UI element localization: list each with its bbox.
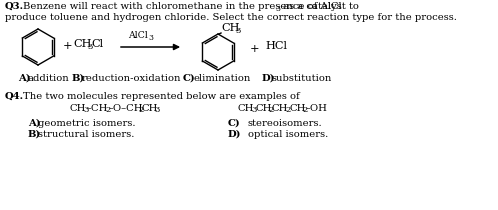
Text: CH: CH xyxy=(221,23,240,33)
Text: 3: 3 xyxy=(87,43,92,51)
Text: A): A) xyxy=(28,119,41,128)
Text: CH: CH xyxy=(255,104,271,113)
Text: HCl: HCl xyxy=(265,41,287,51)
Text: AlCl: AlCl xyxy=(128,30,148,39)
Text: D): D) xyxy=(262,74,275,83)
Text: addition: addition xyxy=(27,74,69,83)
Text: produce toluene and hydrogen chloride. Select the correct reaction type for the : produce toluene and hydrogen chloride. S… xyxy=(5,13,457,22)
Text: 3: 3 xyxy=(83,106,88,114)
Text: CH: CH xyxy=(70,104,86,113)
Text: –O–CH: –O–CH xyxy=(109,104,143,113)
Text: +: + xyxy=(63,41,73,51)
Text: A): A) xyxy=(18,74,30,83)
Text: +: + xyxy=(250,44,259,54)
Text: 2: 2 xyxy=(105,106,110,114)
Text: 2: 2 xyxy=(285,106,290,114)
Text: structural isomers.: structural isomers. xyxy=(38,130,134,139)
Text: CH: CH xyxy=(73,39,92,49)
Text: 3: 3 xyxy=(275,5,280,13)
Text: reduction-oxidation: reduction-oxidation xyxy=(82,74,181,83)
Text: B): B) xyxy=(72,74,85,83)
Text: C): C) xyxy=(228,119,241,128)
Text: optical isomers.: optical isomers. xyxy=(248,130,328,139)
Text: Q4.: Q4. xyxy=(5,92,24,101)
Text: Cl: Cl xyxy=(91,39,103,49)
Text: CH: CH xyxy=(272,104,288,113)
Text: C): C) xyxy=(183,74,196,83)
Text: –OH: –OH xyxy=(306,104,328,113)
Text: 3: 3 xyxy=(148,34,153,42)
Text: substitution: substitution xyxy=(272,74,332,83)
Text: 3: 3 xyxy=(251,106,256,114)
Text: –CH: –CH xyxy=(87,104,109,113)
Text: CH: CH xyxy=(289,104,305,113)
Text: 2: 2 xyxy=(302,106,307,114)
Text: 3: 3 xyxy=(235,27,241,35)
Text: 3: 3 xyxy=(154,106,159,114)
Text: Benzene will react with chloromethane in the presence of AlCl: Benzene will react with chloromethane in… xyxy=(23,2,342,11)
Text: Q3.: Q3. xyxy=(5,2,24,11)
Text: 2: 2 xyxy=(138,106,143,114)
Text: B): B) xyxy=(28,130,41,139)
Text: stereoisomers.: stereoisomers. xyxy=(248,119,323,128)
Text: geometric isomers.: geometric isomers. xyxy=(38,119,135,128)
Text: as a catalyst to: as a catalyst to xyxy=(280,2,359,11)
Text: 2: 2 xyxy=(268,106,273,114)
Text: elimination: elimination xyxy=(193,74,250,83)
Text: The two molecules represented below are examples of: The two molecules represented below are … xyxy=(23,92,300,101)
Text: D): D) xyxy=(228,130,242,139)
Text: CH: CH xyxy=(238,104,254,113)
Text: CH: CH xyxy=(142,104,158,113)
